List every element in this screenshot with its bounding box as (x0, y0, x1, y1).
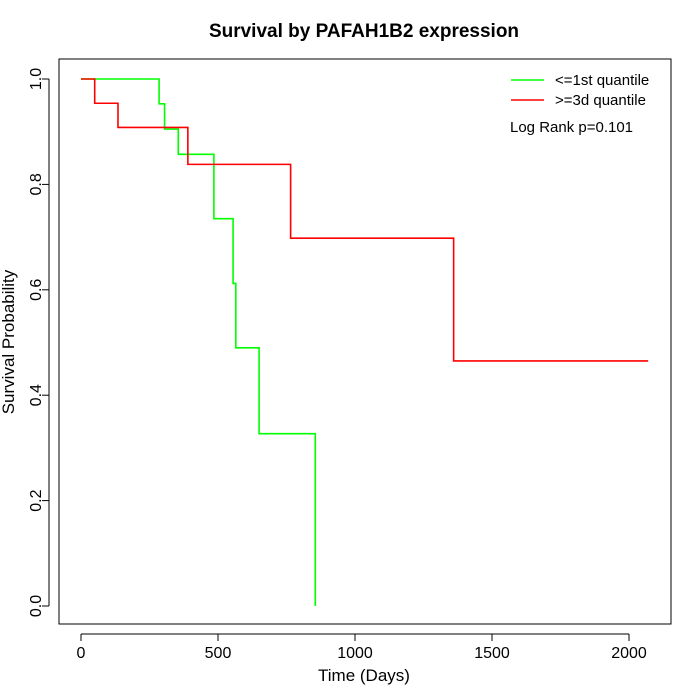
y-tick-label: 0.2 (28, 489, 45, 511)
y-tick-label: 1.0 (28, 68, 45, 90)
legend-label: <=1st quantile (555, 72, 649, 89)
x-tick-label: 2000 (611, 645, 647, 662)
x-tick-label: 500 (205, 645, 232, 662)
plot-frame (58, 58, 672, 625)
y-axis-label: Survival Probability (0, 269, 18, 414)
legend: <=1st quantile >=3d quantile (511, 72, 649, 109)
logrank-annotation: Log Rank p=0.101 (510, 119, 633, 136)
y-tick-label: 0.8 (28, 173, 45, 195)
chart-title: Survival by PAFAH1B2 expression (209, 21, 519, 42)
x-tick-label: 1500 (474, 645, 510, 662)
survival-curve-low (81, 78, 317, 606)
x-axis: 0 500 1000 1500 2000 (77, 633, 647, 662)
x-tick-label: 0 (77, 645, 86, 662)
series-layer (81, 78, 649, 606)
y-tick-label: 0.6 (28, 279, 45, 301)
x-axis-label: Time (Days) (318, 666, 410, 685)
y-axis: 0.0 0.2 0.4 0.6 0.8 1.0 (28, 68, 50, 617)
x-tick-label: 1000 (337, 645, 373, 662)
y-tick-label: 0.0 (28, 595, 45, 617)
survival-curve-high (81, 78, 649, 362)
legend-label: >=3d quantile (555, 92, 646, 109)
y-tick-label: 0.4 (28, 384, 45, 406)
